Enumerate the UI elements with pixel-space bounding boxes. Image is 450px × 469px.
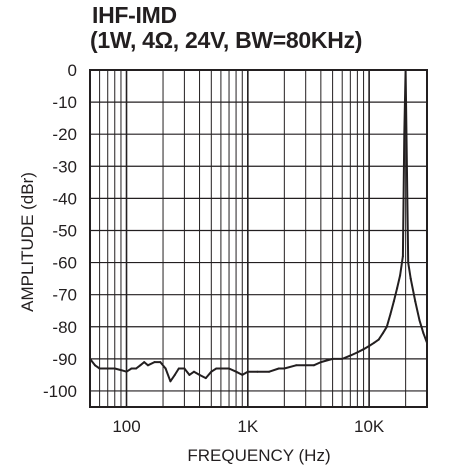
data-point: [125, 370, 128, 373]
x-tick-label: 1K: [237, 417, 258, 436]
data-point: [183, 367, 186, 370]
data-point: [312, 364, 315, 367]
data-point: [283, 367, 286, 370]
data-point: [331, 357, 334, 360]
data-point: [130, 367, 133, 370]
data-point: [241, 373, 244, 376]
data-point: [193, 370, 195, 373]
data-point: [392, 300, 395, 303]
data-point: [349, 354, 352, 357]
data-point: [169, 380, 172, 383]
data-point: [210, 370, 213, 373]
x-tick-label: 10K: [354, 417, 385, 436]
data-point: [356, 351, 359, 354]
data-point: [368, 345, 371, 347]
plot-frame: [89, 69, 428, 408]
y-tick-label: -60: [52, 254, 77, 273]
data-point: [407, 261, 410, 264]
y-tick-label: -70: [52, 286, 77, 305]
data-point: [204, 377, 207, 380]
data-layer: [89, 69, 428, 383]
data-point: [235, 370, 238, 373]
data-point: [377, 338, 380, 341]
y-tick-label: -30: [52, 157, 77, 176]
data-point: [143, 361, 146, 364]
data-point: [268, 370, 271, 373]
y-tick-label: -100: [43, 382, 77, 401]
data-point: [106, 367, 109, 370]
data-point: [385, 325, 388, 328]
y-tick-label: -50: [52, 221, 77, 240]
y-tick-label: -20: [52, 125, 77, 144]
data-point: [153, 361, 156, 364]
series-line: [89, 69, 428, 383]
data-point: [304, 364, 307, 367]
data-point: [94, 364, 96, 367]
chart-title: IHF-IMD: [92, 2, 177, 28]
data-point: [362, 348, 365, 351]
data-point: [418, 319, 421, 322]
y-tick-label: -10: [52, 93, 77, 112]
tick-labels: 0 -10 -20 -30 -40 -50 -60 -70 -80 -90 -100 100 1K 10K: [43, 61, 385, 436]
data-point: [219, 367, 222, 370]
data-point: [277, 367, 280, 370]
data-point: [319, 361, 322, 364]
data-point: [409, 277, 412, 280]
grid: [90, 69, 427, 407]
data-point: [403, 133, 406, 136]
data-point: [139, 364, 142, 367]
data-point: [215, 367, 218, 370]
y-tick-label: -80: [52, 318, 77, 337]
data-point: [373, 341, 376, 344]
data-point: [188, 373, 191, 376]
data-point: [396, 287, 399, 290]
data-point: [381, 332, 384, 335]
data-point: [341, 357, 344, 360]
y-tick-label: -90: [52, 350, 77, 369]
y-tick-label: -40: [52, 189, 77, 208]
data-point: [399, 274, 402, 277]
data-point: [113, 367, 116, 370]
data-point: [159, 361, 162, 364]
data-point: [405, 165, 408, 168]
data-point: [228, 367, 230, 370]
y-axis-label: AMPLITUDE (dBr): [18, 172, 37, 312]
data-point: [177, 367, 180, 370]
data-point: [146, 364, 149, 367]
data-point: [401, 255, 404, 258]
data-point: [414, 300, 417, 303]
data-point: [422, 332, 425, 335]
data-point: [256, 370, 259, 373]
data-point: [98, 367, 101, 370]
data-point: [295, 364, 298, 367]
y-tick-label: 0: [68, 61, 77, 80]
data-point: [198, 373, 201, 376]
data-point: [246, 370, 249, 373]
data-point: [120, 369, 122, 372]
data-point: [173, 373, 176, 376]
data-point: [135, 367, 138, 370]
chart-subtitle: (1W, 4Ω, 24V, BW=80KHz): [90, 27, 363, 53]
x-axis-label: FREQUENCY (Hz): [187, 446, 330, 465]
x-tick-label: 100: [112, 417, 140, 436]
data-point: [389, 312, 392, 315]
data-point: [164, 367, 167, 370]
